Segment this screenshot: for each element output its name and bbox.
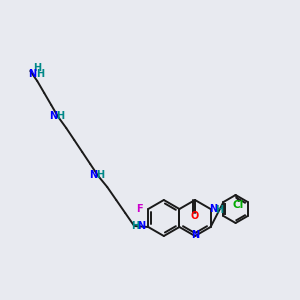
Text: N: N <box>28 69 36 79</box>
Text: H: H <box>131 221 139 231</box>
Text: Cl: Cl <box>233 200 244 210</box>
Text: F: F <box>136 204 142 214</box>
Text: H: H <box>96 170 104 180</box>
Text: H: H <box>36 69 44 79</box>
Text: H: H <box>33 63 41 73</box>
Text: N: N <box>209 204 218 214</box>
Text: N: N <box>89 170 97 180</box>
Text: H: H <box>56 111 64 121</box>
Text: N: N <box>49 111 57 121</box>
Text: O: O <box>191 211 199 221</box>
Text: N: N <box>137 221 145 231</box>
Text: H: H <box>215 205 224 215</box>
Text: N: N <box>191 230 199 240</box>
